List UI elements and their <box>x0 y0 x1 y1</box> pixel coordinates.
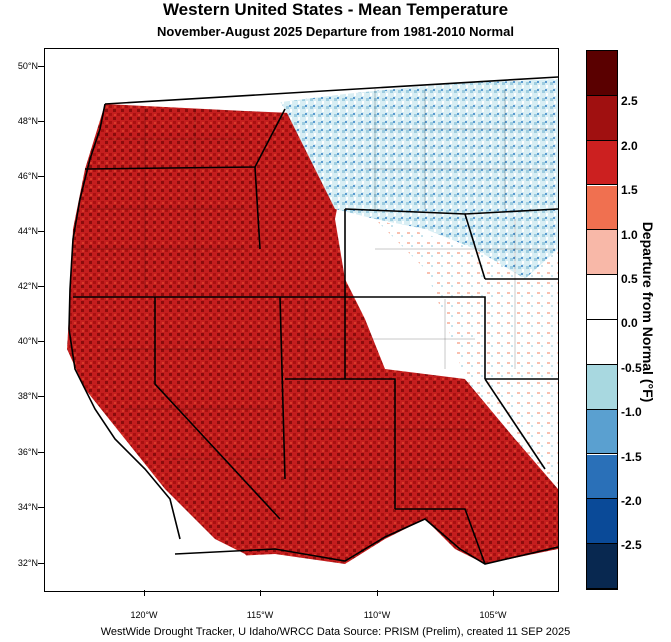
lat-tick <box>38 66 44 67</box>
colorbar-segment <box>587 275 617 320</box>
colorbar-label: -2.5 <box>621 538 642 552</box>
map-title: Western United States - Mean Temperature <box>162 0 509 19</box>
colorbar-segment <box>587 454 617 500</box>
land-neutral-region <box>375 219 558 489</box>
colorbar-segment <box>587 499 617 545</box>
lat-tick <box>38 121 44 122</box>
land-warm-region <box>67 104 558 591</box>
lon-label-105: 105°W <box>479 610 507 620</box>
lon-label-110: 110°W <box>363 610 391 620</box>
state-borders <box>73 76 558 565</box>
lon-tick <box>260 590 261 596</box>
canada-region <box>45 49 558 104</box>
lat-label-44: 44°N <box>17 226 38 236</box>
lat-tick <box>38 341 44 342</box>
colorbar-segment <box>587 364 617 410</box>
lon-tick <box>144 590 145 596</box>
coastline <box>68 103 181 540</box>
lat-label-46: 46°N <box>17 171 38 181</box>
colorbar-label: 0.0 <box>621 316 638 330</box>
colorbar-segment <box>587 230 617 276</box>
lat-label-32: 32°N <box>17 558 38 568</box>
colorbar-segment <box>587 51 617 96</box>
lat-label-50: 50°N <box>17 61 38 71</box>
colorbar-label: 0.5 <box>621 272 638 286</box>
colorbar-label: -1.5 <box>621 450 642 464</box>
lon-tick <box>493 590 494 596</box>
colorbar-segment <box>587 409 617 455</box>
colorbar-segment <box>587 185 617 231</box>
map-svg <box>45 49 558 591</box>
lon-tick <box>377 590 378 596</box>
lat-tick <box>38 507 44 508</box>
lat-tick <box>38 286 44 287</box>
lat-tick <box>38 563 44 564</box>
colorbar-segment <box>587 140 617 186</box>
colorbar <box>586 50 618 590</box>
lon-label-115: 115°W <box>246 610 274 620</box>
colorbar-label: 2.5 <box>621 94 638 108</box>
map-subtitle: November-August 2025 Departure from 1981… <box>157 24 514 39</box>
lat-tick <box>38 176 44 177</box>
temperature-map <box>44 48 559 592</box>
lat-label-38: 38°N <box>17 391 38 401</box>
footer-credit: WestWide Drought Tracker, U Idaho/WRCC D… <box>100 626 571 638</box>
colorbar-label: 1.5 <box>621 183 638 197</box>
colorbar-segment <box>587 320 617 365</box>
lat-label-36: 36°N <box>17 447 38 457</box>
colorbar-label: 1.0 <box>621 228 638 242</box>
lat-label-40: 40°N <box>17 336 38 346</box>
lat-tick <box>38 452 44 453</box>
county-borders <box>75 89 555 529</box>
colorbar-label: -1.0 <box>621 405 642 419</box>
lat-tick <box>38 396 44 397</box>
lon-label-120: 120°W <box>130 610 158 620</box>
lat-label-34: 34°N <box>17 502 38 512</box>
lat-label-42: 42°N <box>17 281 38 291</box>
colorbar-segment <box>587 95 617 141</box>
mexico-region <box>165 519 558 591</box>
colorbar-label: -0.5 <box>621 361 642 375</box>
colorbar-title: Departure from Normal (°F) <box>640 221 656 403</box>
lat-label-48: 48°N <box>17 116 38 126</box>
colorbar-label: -2.0 <box>621 494 642 508</box>
lat-tick <box>38 231 44 232</box>
mexico-border <box>174 518 558 565</box>
colorbar-label: 2.0 <box>621 139 638 153</box>
colorbar-segment <box>587 544 617 589</box>
